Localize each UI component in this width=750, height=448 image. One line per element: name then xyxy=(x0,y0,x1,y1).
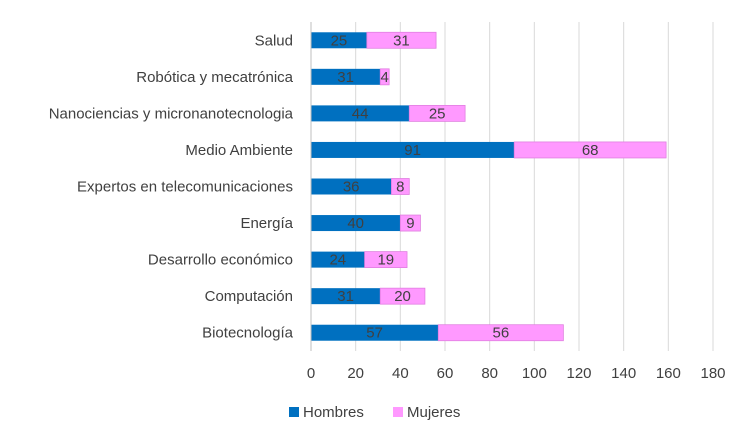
legend-swatch-hombres xyxy=(289,407,299,417)
legend-label-mujeres: Mujeres xyxy=(407,404,460,421)
data-label: 31 xyxy=(337,288,354,305)
bar-mujeres xyxy=(390,178,410,195)
bars xyxy=(311,31,667,342)
category-labels: Salud Robótica y mecatrónica Nanociencias … xyxy=(49,32,294,341)
category-label: Computación xyxy=(205,288,293,305)
data-label: 9 xyxy=(406,215,414,232)
x-tick-label: 120 xyxy=(566,365,591,382)
category-label: Biotecnología xyxy=(202,325,294,342)
data-label: 4 xyxy=(381,69,389,86)
data-label: 31 xyxy=(393,32,410,49)
legend: Hombres Mujeres xyxy=(289,404,460,421)
data-label: 56 xyxy=(492,325,509,342)
data-label: 8 xyxy=(396,179,404,196)
data-label: 20 xyxy=(394,288,411,305)
bar-hombres xyxy=(311,68,381,85)
data-label: 40 xyxy=(347,215,364,232)
bar-mujeres xyxy=(513,141,667,159)
x-tick-label: 40 xyxy=(392,365,409,382)
data-label: 24 xyxy=(329,252,346,269)
bar-hombres xyxy=(311,251,365,268)
bar-mujeres xyxy=(379,68,390,86)
gridlines xyxy=(355,22,714,351)
bar-hombres xyxy=(311,215,401,232)
bar-mujeres xyxy=(437,324,564,342)
data-label: 25 xyxy=(429,105,446,122)
bar-mujeres xyxy=(399,214,421,232)
bar-mujeres xyxy=(379,287,426,305)
category-label: Energía xyxy=(240,215,293,232)
x-tick-label: 0 xyxy=(307,365,315,382)
category-label: Robótica y mecatrónica xyxy=(136,69,293,86)
category-label: Nanociencias y micronanotecnologia xyxy=(49,105,294,122)
data-label: 36 xyxy=(343,179,360,196)
data-label: 68 xyxy=(582,142,599,159)
data-label: 19 xyxy=(377,252,394,269)
legend-label-hombres: Hombres xyxy=(303,404,364,421)
x-tick-label: 140 xyxy=(611,365,636,382)
bar-mujeres xyxy=(366,31,437,49)
bar-mujeres xyxy=(364,251,408,269)
bar-hombres xyxy=(311,32,367,49)
data-label: 44 xyxy=(352,105,369,122)
data-label: 57 xyxy=(366,325,383,342)
data-label: 25 xyxy=(331,32,348,49)
bar-hombres xyxy=(311,288,381,305)
bar-hombres xyxy=(311,178,392,195)
legend-swatch-mujeres xyxy=(393,407,403,417)
x-tick-label: 60 xyxy=(437,365,454,382)
x-tick-labels: 0 20 40 60 80 100 120 140 160 180 xyxy=(307,365,726,382)
data-label: 91 xyxy=(404,142,421,159)
x-tick-label: 180 xyxy=(700,365,725,382)
x-tick-label: 20 xyxy=(347,365,364,382)
category-label: Desarrollo económico xyxy=(148,252,293,269)
category-label: Salud xyxy=(255,32,293,49)
bar-hombres xyxy=(311,324,439,341)
x-tick-label: 80 xyxy=(481,365,498,382)
x-tick-label: 160 xyxy=(656,365,681,382)
category-label: Medio Ambiente xyxy=(185,142,293,159)
bar-hombres xyxy=(311,105,410,122)
data-label: 31 xyxy=(337,69,354,86)
bar-mujeres xyxy=(408,104,466,122)
category-label: Expertos en telecomunicaciones xyxy=(77,179,293,196)
x-tick-label: 100 xyxy=(522,365,547,382)
bar-hombres xyxy=(311,141,515,158)
